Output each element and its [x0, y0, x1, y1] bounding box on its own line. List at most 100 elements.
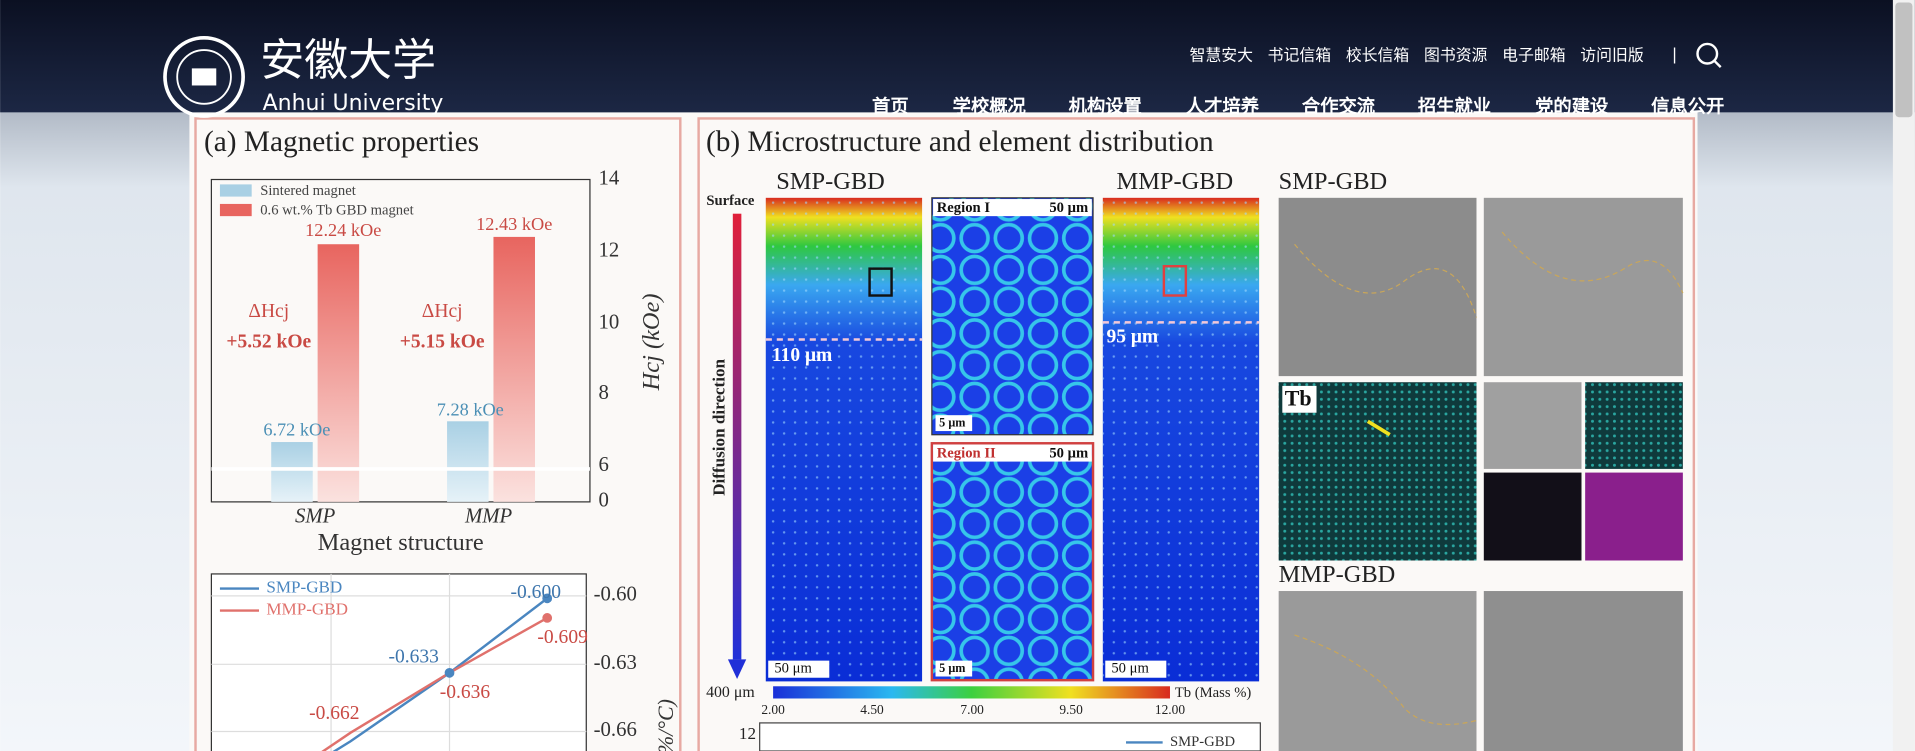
- logo-seal: [176, 49, 232, 105]
- delta-label: ΔHcj: [248, 301, 289, 322]
- scale-label: 50 μm: [1049, 446, 1088, 462]
- nav-item[interactable]: 信息公开: [1651, 95, 1724, 117]
- tem-image: [1585, 472, 1683, 561]
- delta-label: ΔHcj: [422, 301, 463, 322]
- panel-title: (b) Microstructure and element distribut…: [706, 126, 1214, 158]
- tem-image: [1278, 197, 1477, 377]
- region-label: Region II: [937, 446, 996, 462]
- top-link[interactable]: 智慧安大: [1190, 46, 1254, 65]
- tick-label: 12: [739, 724, 756, 743]
- tick-label: -0.63: [594, 652, 637, 674]
- map-texture: [765, 197, 923, 682]
- plot-frame: [759, 722, 1261, 751]
- logo[interactable]: 安徽大学 Anhui University: [163, 35, 444, 118]
- scrollbar-thumb[interactable]: [1895, 2, 1913, 118]
- top-link[interactable]: 访问旧版: [1580, 46, 1644, 65]
- tem-title: MMP-GBD: [1279, 561, 1396, 588]
- label-bg: [935, 660, 973, 677]
- map-title: MMP-GBD: [1117, 168, 1234, 195]
- tem-title: SMP-GBD: [1279, 168, 1388, 195]
- top-link[interactable]: 书记信箱: [1268, 46, 1332, 65]
- label-bg: [933, 444, 1092, 462]
- line: [332, 597, 548, 751]
- top-link[interactable]: 图书资源: [1424, 46, 1488, 65]
- category-label: SMP: [295, 506, 336, 528]
- nav-item[interactable]: 学校概况: [953, 95, 1027, 117]
- axis-label: %/°C): [653, 699, 678, 751]
- nav-item[interactable]: 党的建设: [1535, 95, 1609, 117]
- tem-image: [1483, 472, 1582, 561]
- label-bg: [935, 415, 973, 432]
- colorbar-tick: 4.50: [860, 702, 884, 717]
- bar-label: 12.43 kOe: [476, 214, 552, 234]
- label: 400 μm: [706, 684, 755, 701]
- colorbar-tick: 9.50: [1059, 702, 1083, 717]
- bar-label: 7.28 kOe: [437, 400, 504, 420]
- plot-frame: [210, 178, 591, 503]
- logo-name-en: Anhui University: [263, 91, 444, 116]
- delta-label: +5.52 kOe: [226, 332, 311, 353]
- label: Surface: [706, 193, 754, 209]
- region-image: [931, 197, 1094, 436]
- label-bg: [933, 199, 1092, 217]
- category-label: MMP: [464, 506, 513, 528]
- logo-name: 安徽大学: [260, 35, 436, 86]
- tick-label: -0.66: [594, 719, 637, 741]
- label-bg: [768, 660, 830, 678]
- search-icon: [1713, 60, 1722, 69]
- scrollbar[interactable]: [1892, 0, 1915, 751]
- header: [0, 0, 1915, 113]
- map-texture: [1102, 197, 1260, 682]
- logo-seal: [163, 36, 245, 118]
- nav-item[interactable]: 合作交流: [1302, 95, 1375, 117]
- tem-image: [1585, 382, 1683, 469]
- panel-frame: [697, 117, 1696, 751]
- point: [444, 667, 455, 678]
- tick-label: 6: [598, 454, 608, 476]
- axis-label: Magnet structure: [318, 529, 484, 556]
- legend-label: 0.6 wt.% Tb GBD magnet: [260, 203, 413, 219]
- plot-frame: [210, 573, 587, 751]
- bar: [447, 421, 489, 502]
- region-box: [868, 267, 893, 297]
- grain-boundary: [1501, 231, 1684, 294]
- tick-label: -0.60: [594, 584, 637, 606]
- data-label: -0.600: [511, 582, 562, 603]
- scale-label: 50 μm: [1111, 661, 1149, 677]
- colorbar-tick: 12.00: [1155, 702, 1185, 717]
- label-bg: [1282, 385, 1317, 413]
- separator: |: [1672, 44, 1677, 63]
- grid: [211, 573, 587, 751]
- depth-label: 110 μm: [772, 345, 832, 366]
- arrow: [1366, 419, 1391, 437]
- data-label: -0.636: [440, 682, 491, 703]
- map-title: SMP-GBD: [776, 168, 885, 195]
- legend-swatch: [219, 184, 252, 197]
- line: [321, 616, 548, 751]
- tem-image: [1483, 591, 1683, 751]
- top-link[interactable]: 校长信箱: [1346, 46, 1410, 65]
- legend-label: MMP-GBD: [266, 599, 348, 618]
- tick-label: 12: [598, 239, 619, 261]
- axis-label: Hcj (kOe): [638, 293, 665, 391]
- nav-item[interactable]: 招生就业: [1418, 95, 1491, 117]
- bar: [317, 244, 360, 502]
- data-label: -0.662: [309, 703, 359, 724]
- nav-item[interactable]: 人才培养: [1186, 95, 1260, 117]
- colorbar-label: Tb (Mass %): [1175, 685, 1252, 701]
- tick-label: 8: [598, 382, 608, 404]
- region-label: Region I: [937, 200, 991, 216]
- depth-label: 95 μm: [1106, 327, 1158, 348]
- legend-label: SMP-GBD: [1170, 734, 1235, 750]
- top-link[interactable]: 电子邮箱: [1502, 46, 1566, 65]
- arrow-head: [727, 659, 747, 679]
- colorbar-tick: 7.00: [960, 702, 984, 717]
- bar-label: 6.72 kOe: [263, 419, 330, 439]
- tem-image: [1483, 382, 1582, 469]
- nav-item[interactable]: 机构设置: [1069, 95, 1142, 117]
- search-button[interactable]: [1696, 42, 1722, 69]
- nav-item[interactable]: 首页: [872, 95, 909, 117]
- tem-image: [1483, 197, 1683, 377]
- arrow: [732, 213, 742, 660]
